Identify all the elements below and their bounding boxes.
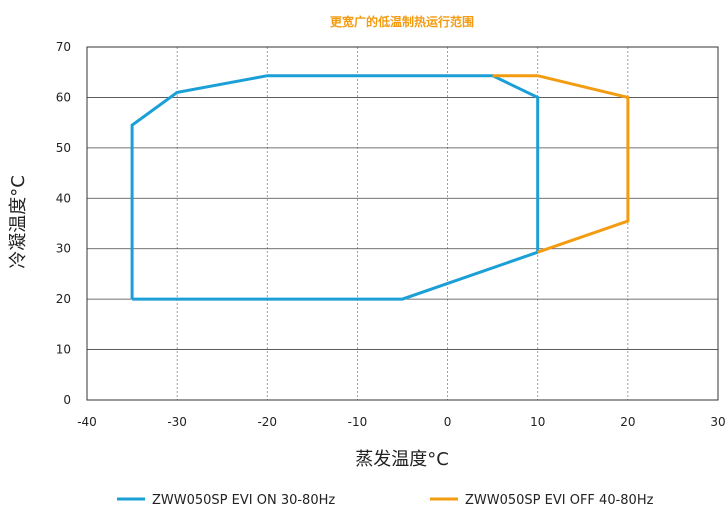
x-tick-label: 20 xyxy=(620,415,635,429)
x-tick-label: 0 xyxy=(444,415,452,429)
y-axis-title: 冷凝温度°C xyxy=(8,175,29,269)
x-tick-label: -30 xyxy=(167,415,187,429)
y-tick-label: 60 xyxy=(56,90,71,104)
y-tick-label: 30 xyxy=(56,242,71,256)
y-tick-label: 0 xyxy=(63,393,71,407)
x-tick-label: 10 xyxy=(530,415,545,429)
y-tick-label: 20 xyxy=(56,292,71,306)
series-group xyxy=(130,74,630,301)
x-tick-label: -10 xyxy=(348,415,368,429)
legend: ZWW050SP EVI ON 30-80Hz ZWW050SP EVI OFF … xyxy=(117,493,654,508)
x-tick-label: -40 xyxy=(77,415,97,429)
legend-label: ZWW050SP EVI OFF 40-80Hz xyxy=(465,493,654,508)
x-tick-label: -20 xyxy=(257,415,277,429)
chart-title: 更宽广的低温制热运行范围 xyxy=(330,14,474,29)
series-line-1 xyxy=(130,74,540,301)
y-tick-label: 50 xyxy=(56,141,71,155)
y-tick-label: 40 xyxy=(56,191,71,205)
series-line-2 xyxy=(492,74,630,254)
y-tick-labels: 0 10 20 30 40 50 60 70 xyxy=(56,40,71,407)
x-tick-labels: -40 -30 -20 -10 0 10 20 30 xyxy=(77,415,725,429)
x-tick-label: 30 xyxy=(710,415,725,429)
x-axis-title: 蒸发温度°C xyxy=(355,449,449,470)
plot-frame xyxy=(86,46,719,401)
y-tick-label: 70 xyxy=(56,40,71,54)
legend-label: ZWW050SP EVI ON 30-80Hz xyxy=(152,493,335,508)
y-tick-label: 10 xyxy=(56,343,71,357)
